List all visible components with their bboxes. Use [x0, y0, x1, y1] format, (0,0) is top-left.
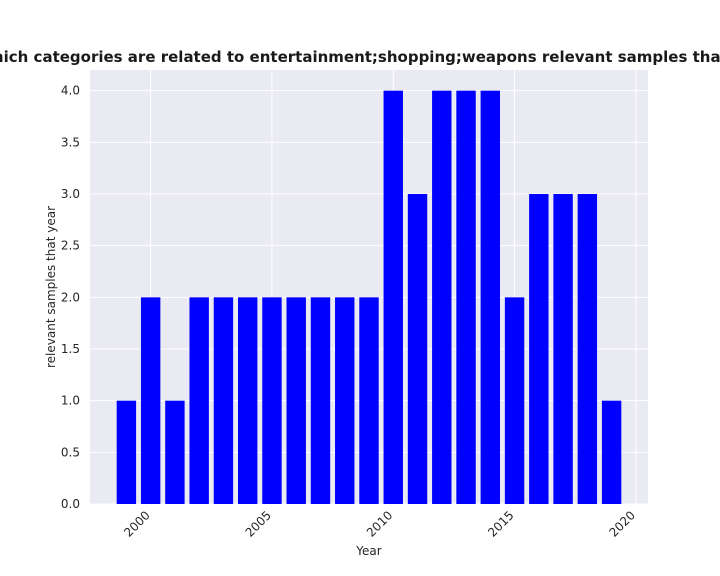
bar-2007 [310, 297, 331, 504]
x-tick-label: 2020 [606, 508, 637, 539]
y-tick-label: 3.0 [61, 187, 80, 201]
chart-title: Number of samples which categories are r… [0, 48, 720, 66]
bar-2006 [286, 297, 306, 504]
x-tick-label: 2000 [121, 508, 152, 539]
y-tick-label: 0.5 [61, 445, 80, 459]
bar-2001 [165, 400, 185, 504]
y-axis-label: relevant samples that year [44, 206, 58, 368]
bar-2016 [529, 194, 549, 504]
x-axis-ticks: 2000 2005 2010 2015 2020 [121, 508, 638, 539]
y-tick-label: 1.0 [61, 394, 80, 408]
y-tick-label: 1.5 [61, 342, 80, 356]
bar-2005 [262, 297, 282, 504]
y-tick-label: 4.0 [61, 84, 80, 98]
bar-2010 [383, 90, 403, 505]
bar-2011 [407, 194, 428, 504]
x-tick-label: 2010 [364, 508, 395, 539]
bar-2015 [504, 297, 525, 504]
bar-1999 [116, 400, 137, 504]
y-axis-ticks: 0.0 0.5 1.0 1.5 2.0 2.5 3.0 3.5 4.0 [61, 84, 80, 511]
bar-2008 [335, 297, 355, 504]
bar-2018 [577, 194, 598, 504]
bar-2013 [456, 90, 476, 505]
bar-2014 [480, 90, 501, 505]
bar-2009 [359, 297, 379, 504]
bars [116, 90, 622, 505]
bar-2017 [553, 194, 573, 504]
bar-2003 [213, 297, 234, 504]
y-tick-label: 3.5 [61, 135, 80, 149]
x-axis-label: Year [355, 544, 381, 558]
bar-2012 [432, 90, 452, 505]
x-tick-label: 2005 [243, 508, 274, 539]
y-tick-label: 2.0 [61, 290, 80, 304]
bar-2004 [237, 297, 258, 504]
x-tick-label: 2015 [485, 508, 516, 539]
y-tick-label: 0.0 [61, 497, 80, 511]
bar-2000 [140, 297, 161, 504]
y-tick-label: 2.5 [61, 239, 80, 253]
bar-2002 [189, 297, 209, 504]
bar-2019 [601, 400, 622, 504]
